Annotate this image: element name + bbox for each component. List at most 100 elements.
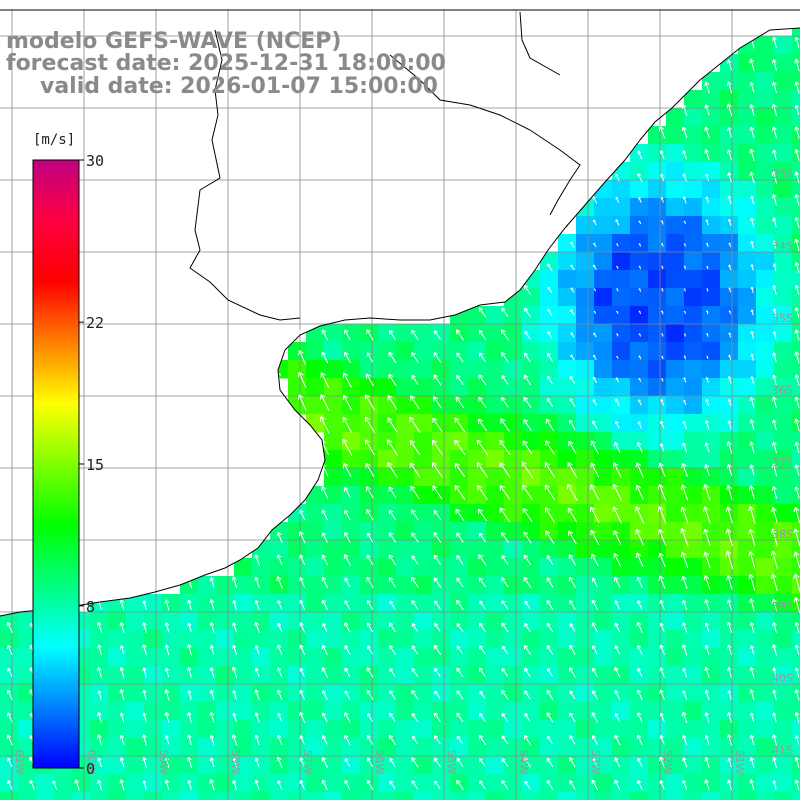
wind-arrow [704,104,710,116]
wind-cell [450,396,469,415]
wind-cell [648,216,667,235]
wind-arrow [661,220,664,225]
wind-cell [396,648,415,667]
wind-cell [720,126,739,145]
wind-cell [774,504,793,523]
wind-arrow [658,529,667,546]
wind-cell [468,360,487,379]
wind-arrow [411,599,419,610]
wind-arrow [411,622,419,632]
latitude-label: 35S [772,312,793,325]
wind-arrow [97,757,102,768]
wind-arrow [725,506,733,524]
wind-cell [756,450,775,469]
wind-cell [720,666,739,685]
wind-arrow [298,349,307,365]
wind-arrow [569,690,576,700]
wind-arrow [750,353,754,362]
wind-cell [720,468,739,487]
wind-arrow [616,288,619,292]
wind-arrow [615,219,620,226]
wind-cell [774,594,793,613]
wind-arrow [706,310,709,315]
wind-cell [774,108,793,127]
wind-cell [630,216,649,235]
wind-arrow [749,779,755,791]
wind-cell [324,360,343,379]
wind-cell [252,594,271,613]
wind-cell [774,612,793,631]
wind-cell [648,144,667,163]
wind-arrow [299,711,306,723]
wind-cell [396,324,415,343]
wind-cell [144,684,163,703]
wind-cell [90,648,109,667]
wind-cell [792,666,800,685]
wind-arrow [750,195,755,205]
wind-cell [324,540,343,559]
wind-arrow [659,150,665,160]
wind-arrow [97,779,102,791]
wind-cell [90,792,109,800]
wind-arrow [478,622,487,633]
wind-cell [126,684,145,703]
wind-cell [756,612,775,631]
wind-cell [738,504,757,523]
wind-arrow [547,735,553,745]
wind-arrow [119,599,125,611]
wind-cell [720,576,739,595]
wind-cell [594,684,613,703]
wind-cell [234,702,253,721]
wind-arrow [750,376,754,384]
title-model: modelo GEFS-WAVE (NCEP) [6,29,342,54]
wind-cell [756,648,775,667]
wind-arrow [568,530,577,545]
wind-arrow [657,506,667,524]
wind-cell [702,198,721,217]
wind-cell [630,648,649,667]
wind-cell [774,630,793,649]
wind-arrow [454,462,466,478]
wind-cell [378,792,397,800]
wind-arrow [681,462,688,477]
wind-cell [684,252,703,271]
wind-arrow [683,243,686,247]
wind-arrow [366,600,374,610]
wind-cell [792,252,800,271]
wind-cell [648,774,667,793]
wind-cell [432,522,451,541]
wind-arrow [276,644,283,656]
wind-arrow [476,439,489,456]
wind-arrow [772,284,777,295]
wind-arrow [29,779,35,790]
wind-cell [720,648,739,667]
wind-cell [396,720,415,739]
wind-arrow [298,531,306,544]
wind-arrow [637,757,643,768]
wind-cell [108,792,127,800]
wind-cell [216,594,235,613]
wind-cell [756,774,775,793]
wind-arrow [591,735,598,745]
wind-cell [486,684,505,703]
wind-cell [792,54,800,73]
wind-cell [468,792,487,800]
wind-arrow [568,440,577,455]
wind-cell [594,612,613,631]
longitude-label: 51W [733,750,746,775]
longitude-label: 57W [301,750,314,775]
wind-cell [450,558,469,577]
wind-cell [504,396,523,415]
wind-cell [414,630,433,649]
wind-cell [360,468,379,487]
wind-cell [486,720,505,739]
wind-cell [756,504,775,523]
wind-cell [414,666,433,685]
wind-cell [774,396,793,415]
wind-cell [594,270,613,289]
wind-cell [486,612,505,631]
wind-arrow [704,779,710,791]
wind-arrow [706,265,709,270]
wind-cell [576,558,595,577]
wind-cell [666,198,685,217]
